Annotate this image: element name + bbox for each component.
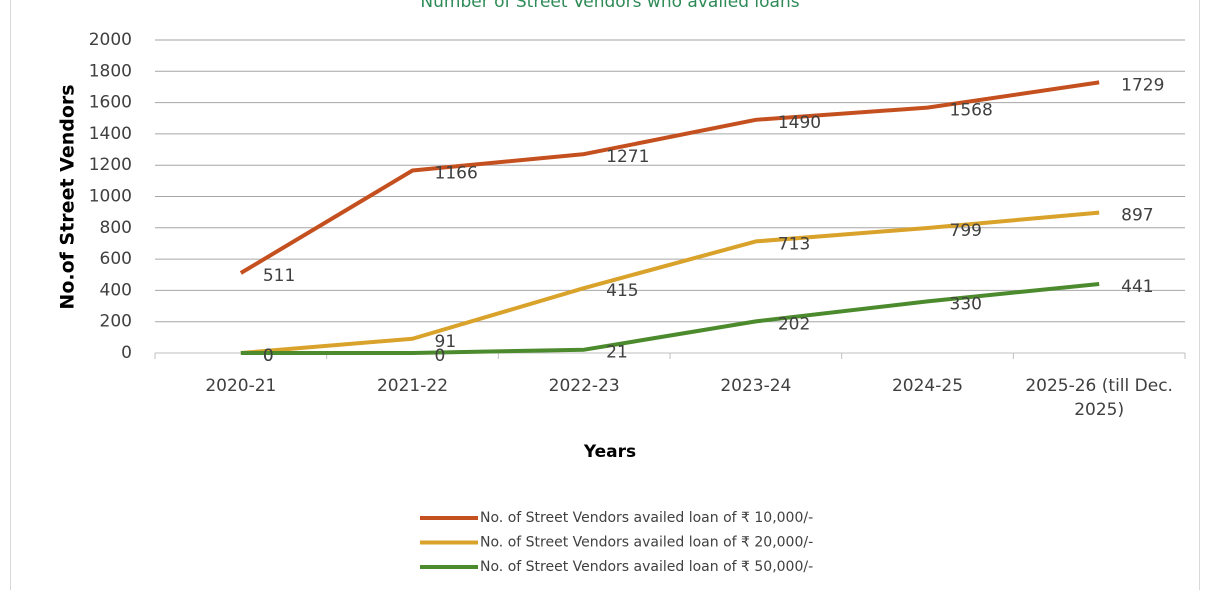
x-axis-label: Years [583, 442, 636, 462]
data-label: 1729 [1121, 75, 1164, 95]
data-label: 21 [606, 343, 628, 363]
data-label: 897 [1121, 206, 1153, 226]
legend-label: No. of Street Vendors availed loan of ₹ … [480, 510, 813, 526]
data-label: 1271 [606, 147, 649, 167]
data-label: 713 [778, 234, 810, 254]
x-tick-label: 2020-21 [205, 376, 277, 396]
y-tick-label: 1200 [89, 155, 132, 175]
series-line [240, 281, 1100, 355]
legend-label: No. of Street Vendors availed loan of ₹ … [480, 559, 813, 575]
y-axis-label: No.of Street Vendors [57, 84, 79, 309]
data-label: 1568 [950, 101, 993, 121]
legend-label: No. of Street Vendors availed loan of ₹ … [480, 535, 813, 551]
data-label: 511 [263, 266, 295, 286]
data-label: 330 [950, 294, 982, 314]
data-label: 1166 [435, 164, 478, 184]
data-label: 91 [435, 332, 457, 352]
y-tick-label: 600 [100, 249, 132, 269]
y-tick-label: 0 [121, 343, 132, 363]
data-label: 1490 [778, 113, 821, 133]
data-label: 0 [435, 346, 446, 366]
series-line [239, 80, 1100, 275]
x-tick-label: 2023-24 [720, 376, 792, 396]
y-tick-label: 1000 [89, 187, 132, 207]
chart-frame [10, 0, 1200, 590]
y-tick-label: 200 [100, 312, 132, 332]
data-label: 799 [950, 221, 982, 241]
data-label: 0 [263, 346, 274, 366]
y-tick-label: 1600 [89, 93, 132, 113]
x-tick-label: 2022-23 [548, 376, 620, 396]
data-label: 415 [606, 281, 638, 301]
x-tick-label: 2024-25 [891, 376, 964, 396]
y-tick-label: 1400 [89, 124, 132, 144]
chart-title: Number of Street Vendors who availed loa… [420, 0, 799, 12]
data-label: 441 [1121, 277, 1153, 297]
data-label: 0 [263, 346, 274, 366]
y-tick-label: 2000 [89, 30, 132, 50]
y-tick-label: 1800 [89, 61, 132, 81]
y-tick-label: 800 [100, 218, 132, 238]
x-tick-label: 2025-26 (till Dec. 2025) [1025, 376, 1173, 420]
series-line [240, 210, 1100, 355]
x-tick-label: 2021-22 [376, 376, 449, 396]
data-label: 202 [778, 314, 810, 334]
y-tick-label: 400 [100, 280, 132, 300]
